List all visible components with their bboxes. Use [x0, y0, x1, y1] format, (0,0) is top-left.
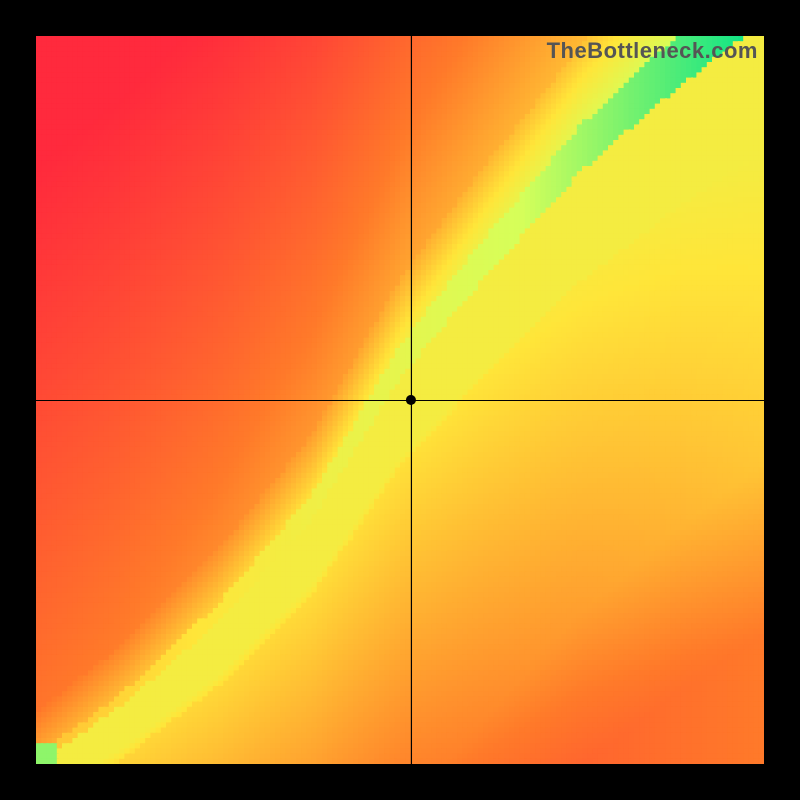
chart-container: TheBottleneck.com	[0, 0, 800, 800]
watermark-text: TheBottleneck.com	[547, 38, 758, 64]
bottleneck-heatmap	[0, 0, 800, 800]
